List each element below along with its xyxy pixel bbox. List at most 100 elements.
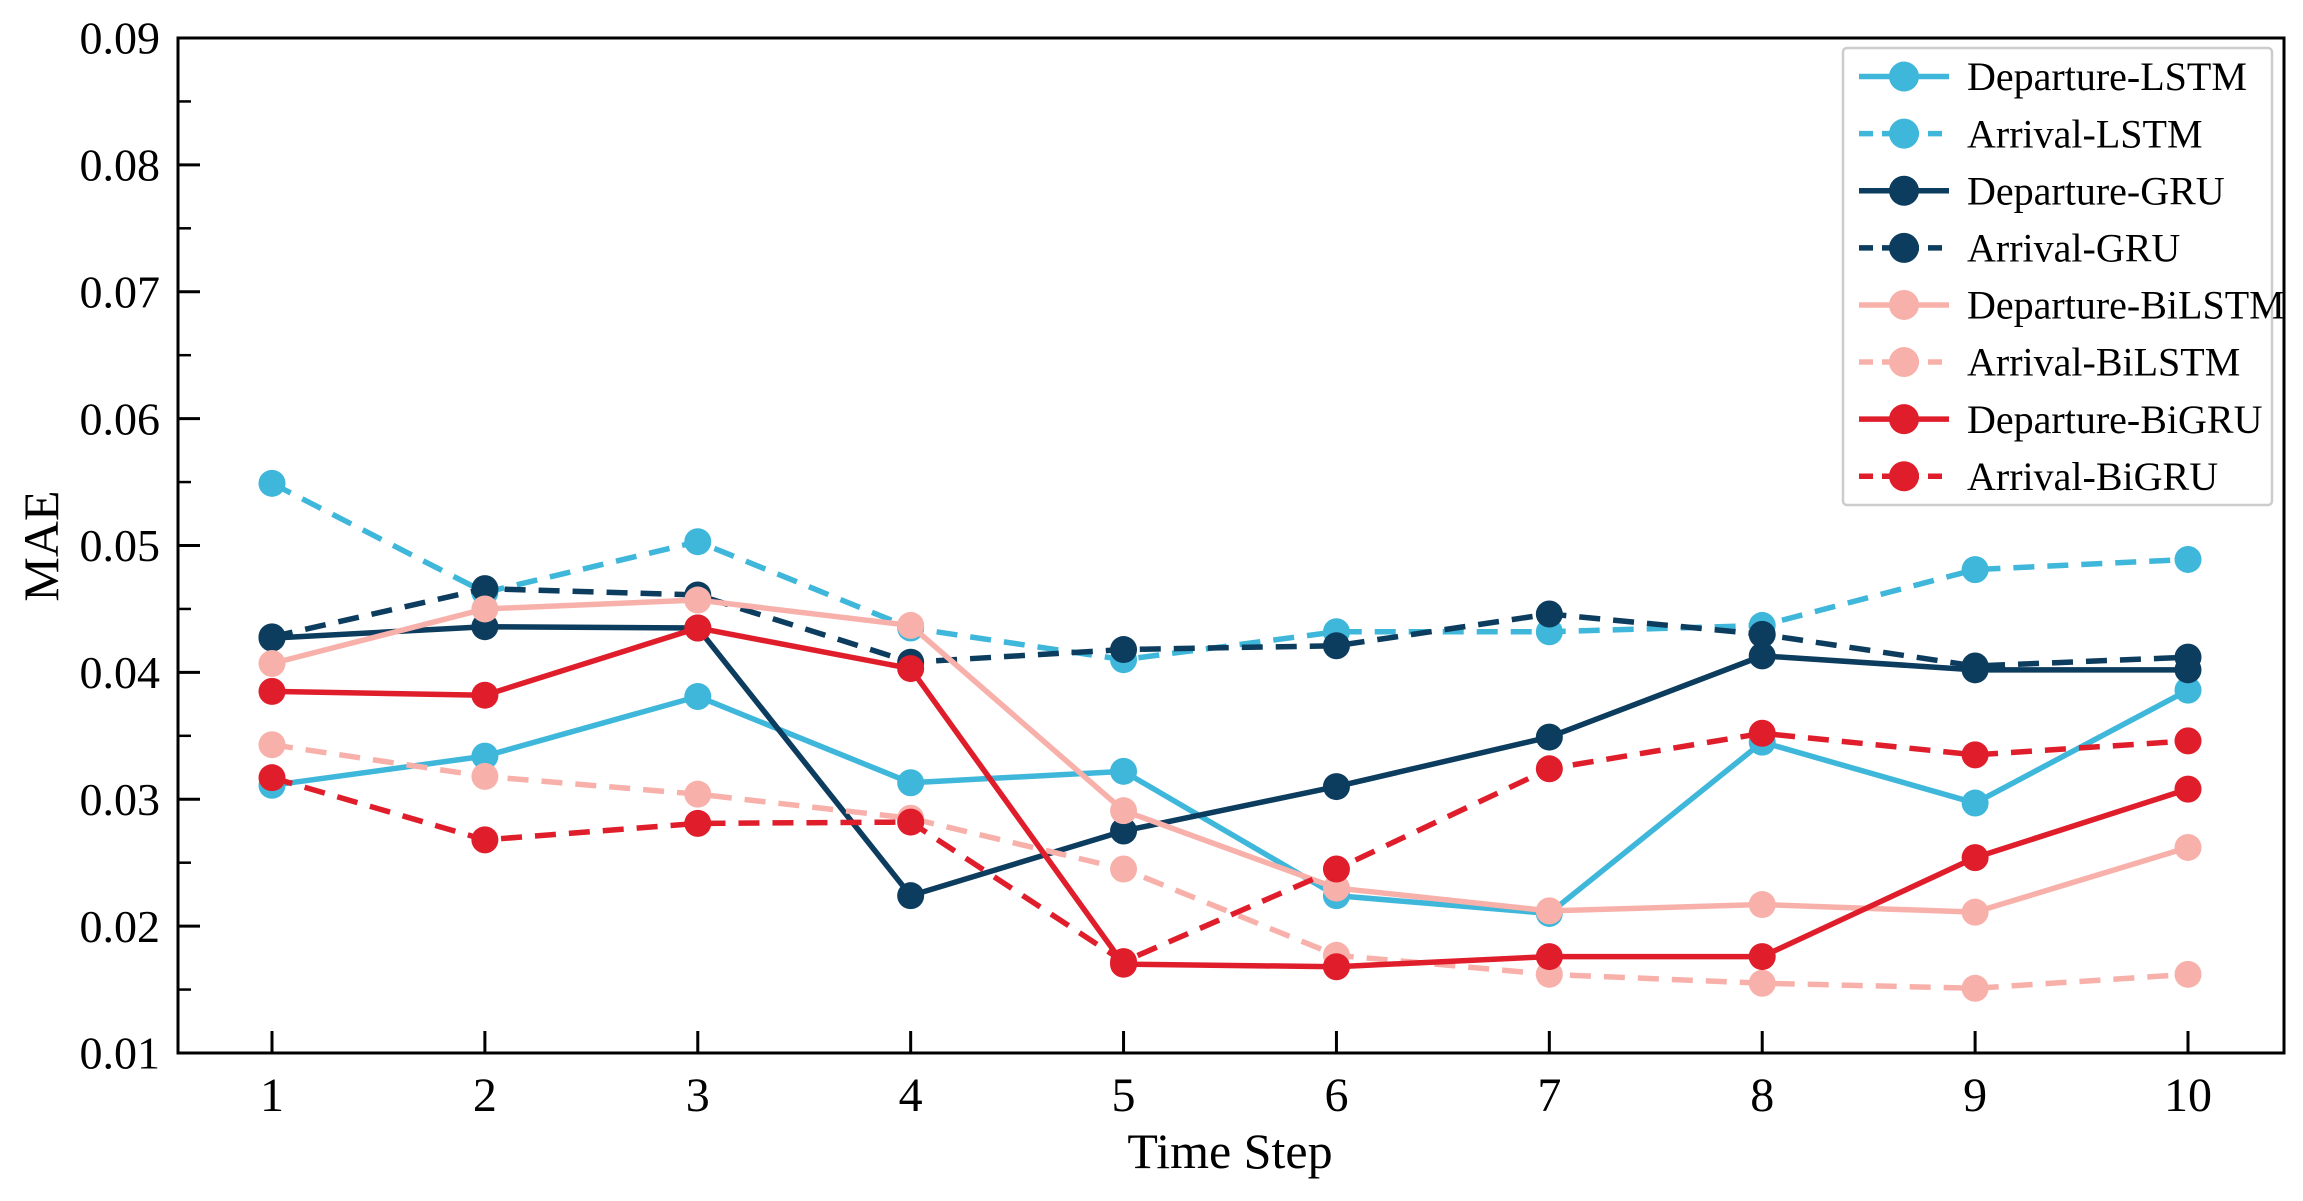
y-tick-label: 0.04 <box>80 647 161 698</box>
series-line-departure-bigru <box>271 625 2189 970</box>
data-point-arrival-bigru-t10 <box>2174 727 2202 755</box>
data-point-arrival-gru-t5 <box>1110 636 1138 664</box>
legend-item-departure-bigru: Departure-BiGRU <box>1859 397 2263 442</box>
data-point-arrival-bilstm-t5 <box>1110 855 1138 883</box>
y-tick-label: 0.09 <box>80 13 161 64</box>
data-point-arrival-bigru-t3 <box>684 809 712 837</box>
data-point-arrival-bigru-t1 <box>258 764 286 792</box>
y-axis-ticks: 0.01 0.02 0.03 0.04 0.05 0.06 0.07 0.08 0.09 <box>80 13 200 1079</box>
legend-label: Departure-BiGRU <box>1967 397 2263 442</box>
legend-swatch-marker <box>1889 347 1919 378</box>
data-point-departure-gru-t5 <box>1110 817 1138 845</box>
x-tick-label: 9 <box>1963 1069 1987 1122</box>
data-point-arrival-gru-t8 <box>1748 620 1776 648</box>
data-point-departure-bigru-t9 <box>1961 844 1989 872</box>
data-point-departure-bilstm-t10 <box>2174 833 2202 861</box>
data-point-arrival-lstm-t1 <box>258 469 286 497</box>
legend-item-arrival-lstm: Arrival-LSTM <box>1859 111 2203 156</box>
x-tick-label: 1 <box>260 1069 284 1122</box>
data-point-departure-lstm-t3 <box>684 682 712 710</box>
legend-swatch-marker <box>1889 232 1919 263</box>
legend-box <box>1841 46 2274 507</box>
data-point-departure-gru-t4 <box>897 882 925 910</box>
data-point-departure-lstm-t5 <box>1110 757 1138 785</box>
data-point-arrival-bigru-t9 <box>1961 741 1989 769</box>
y-axis-title: MAE <box>13 490 69 601</box>
data-point-departure-bilstm-t6 <box>1322 874 1350 902</box>
data-point-departure-bilstm-t9 <box>1961 898 1989 926</box>
legend-swatch-marker <box>1889 118 1919 149</box>
x-tick-label: 3 <box>686 1069 710 1122</box>
legend-label: Arrival-BiLSTM <box>1967 340 2240 385</box>
legend-item-arrival-gru: Arrival-GRU <box>1859 225 2180 270</box>
x-axis-ticks: 1 2 3 4 5 6 7 8 9 10 <box>260 1031 2212 1122</box>
legend-item-departure-gru: Departure-GRU <box>1859 168 2225 213</box>
series-departure-bigru <box>258 614 2202 981</box>
legend-label: Departure-BiLSTM <box>1967 283 2285 328</box>
legend-item-departure-lstm: Departure-LSTM <box>1859 54 2247 99</box>
data-point-departure-lstm-t9 <box>1961 789 1989 817</box>
data-point-departure-bilstm-t1 <box>258 649 286 677</box>
x-tick-label: 2 <box>473 1069 497 1122</box>
data-point-arrival-bigru-t6 <box>1322 855 1350 883</box>
legend-label: Arrival-LSTM <box>1967 111 2203 156</box>
data-point-departure-gru-t6 <box>1322 773 1350 801</box>
legend-label: Departure-GRU <box>1967 168 2225 213</box>
data-point-arrival-lstm-t10 <box>2174 545 2202 573</box>
x-tick-label: 7 <box>1537 1069 1561 1122</box>
data-point-departure-lstm-t2 <box>471 742 499 770</box>
legend-label: Departure-LSTM <box>1967 54 2247 99</box>
series-line-arrival-gru <box>271 585 2189 669</box>
series-line-arrival-lstm <box>270 480 2189 663</box>
legend-label: Arrival-BiGRU <box>1967 454 2218 499</box>
data-point-departure-bigru-t6 <box>1322 953 1350 981</box>
x-tick-label: 6 <box>1324 1069 1348 1122</box>
legend-item-arrival-bigru: Arrival-BiGRU <box>1859 454 2218 499</box>
data-point-departure-gru-t8 <box>1748 642 1776 670</box>
legend-swatch-marker <box>1889 289 1919 320</box>
data-point-arrival-lstm-t3 <box>684 528 712 556</box>
data-point-departure-bilstm-t5 <box>1110 797 1138 825</box>
data-point-departure-bigru-t3 <box>684 614 712 642</box>
legend-swatch-marker <box>1889 404 1919 435</box>
x-tick-label: 5 <box>1112 1069 1136 1122</box>
legend-item-arrival-bilstm: Arrival-BiLSTM <box>1859 340 2240 385</box>
data-point-arrival-gru-t2 <box>471 575 499 603</box>
data-point-departure-bilstm-t3 <box>684 586 712 614</box>
data-point-departure-bilstm-t4 <box>897 611 925 639</box>
data-point-arrival-bilstm-t8 <box>1748 969 1776 997</box>
legend: Departure-LSTM Arrival-LSTM Departure-GRU A… <box>1841 46 2285 507</box>
legend-item-departure-bilstm: Departure-BiLSTM <box>1859 283 2285 328</box>
series-arrival-bilstm <box>258 731 2202 1002</box>
y-tick-label: 0.06 <box>80 393 161 444</box>
data-point-arrival-bigru-t5 <box>1110 948 1138 976</box>
series-line-arrival-bilstm <box>271 741 2189 992</box>
x-tick-label: 4 <box>899 1069 923 1122</box>
legend-label: Arrival-GRU <box>1967 225 2180 270</box>
data-point-arrival-lstm-t9 <box>1961 556 1989 584</box>
series-line-departure-bilstm <box>271 597 2189 915</box>
data-point-arrival-gru-t1 <box>258 623 286 651</box>
y-tick-label: 0.08 <box>80 140 161 191</box>
data-point-departure-bigru-t7 <box>1535 943 1563 971</box>
series-line-departure-lstm <box>271 687 2190 917</box>
data-point-departure-bigru-t10 <box>2174 775 2202 803</box>
data-point-arrival-bigru-t8 <box>1748 719 1776 747</box>
data-point-departure-bilstm-t8 <box>1748 891 1776 919</box>
data-point-arrival-gru-t10 <box>2174 643 2202 671</box>
data-point-arrival-bilstm-t1 <box>258 731 286 759</box>
data-point-departure-bilstm-t2 <box>471 595 499 623</box>
x-axis-title: Time Step <box>1127 1123 1332 1179</box>
data-point-departure-bigru-t4 <box>897 655 925 683</box>
data-point-arrival-gru-t7 <box>1535 600 1563 628</box>
y-tick-label: 0.05 <box>80 520 161 571</box>
data-point-departure-bigru-t2 <box>471 681 499 709</box>
data-point-arrival-gru-t9 <box>1961 652 1989 680</box>
data-point-departure-bigru-t8 <box>1748 943 1776 971</box>
legend-swatch-marker <box>1889 175 1919 206</box>
series-departure-gru <box>258 613 2202 910</box>
legend-swatch-marker <box>1889 61 1919 92</box>
data-point-departure-bilstm-t7 <box>1535 897 1563 925</box>
legend-swatch-marker <box>1889 461 1919 492</box>
